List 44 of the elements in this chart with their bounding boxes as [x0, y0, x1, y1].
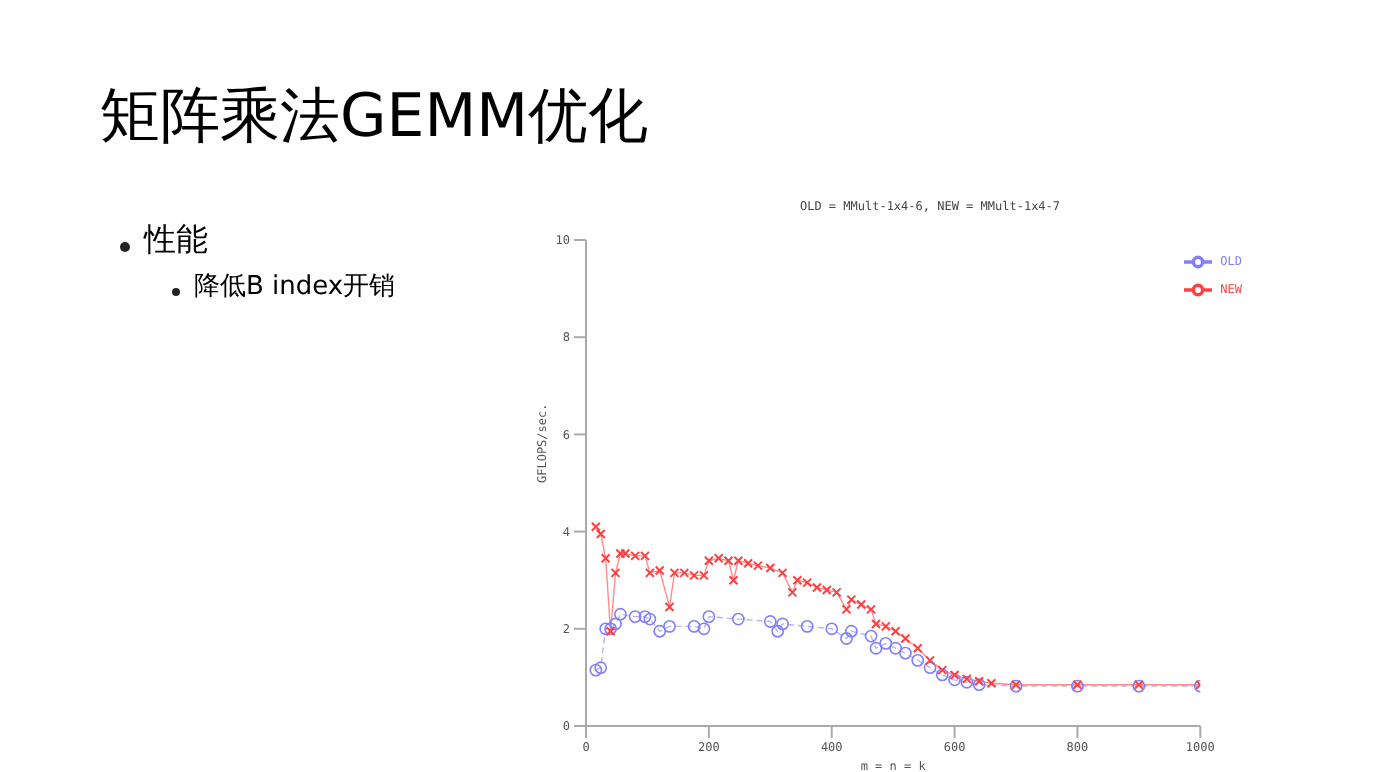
- point: [879, 636, 893, 650]
- point: [937, 665, 948, 676]
- point: [702, 610, 716, 624]
- point: [911, 653, 925, 667]
- point: [935, 668, 949, 682]
- point: [900, 633, 911, 644]
- point: [628, 610, 642, 624]
- point: [912, 643, 923, 654]
- text: 矩阵乘法GEMM优化: [100, 80, 648, 156]
- point: [777, 567, 788, 578]
- point: [840, 632, 853, 645]
- point: [664, 601, 675, 612]
- point: [589, 663, 603, 677]
- point: [663, 619, 676, 633]
- text: 降低B index开销: [194, 270, 396, 304]
- point: [610, 567, 621, 578]
- point: [643, 612, 657, 626]
- point: [776, 617, 789, 631]
- point: [599, 622, 613, 636]
- point: [864, 629, 878, 643]
- text: 性能: [144, 220, 208, 262]
- point: [728, 575, 739, 586]
- point: [638, 610, 652, 624]
- point: [925, 655, 936, 666]
- point: [763, 615, 777, 628]
- point: [697, 622, 711, 636]
- point: [899, 646, 912, 660]
- point: [687, 619, 701, 633]
- point: [600, 553, 611, 564]
- point: [800, 619, 814, 633]
- point: [923, 661, 937, 675]
- point: [653, 624, 667, 638]
- point: [771, 624, 785, 638]
- point: [609, 617, 622, 631]
- point: [787, 587, 798, 598]
- point: [841, 604, 852, 615]
- point: [614, 607, 627, 621]
- point: [889, 641, 903, 655]
- point: [731, 612, 745, 626]
- point: [594, 661, 608, 675]
- point: [825, 622, 839, 636]
- point: [869, 641, 883, 655]
- point: [844, 624, 858, 638]
- point: [615, 548, 626, 559]
